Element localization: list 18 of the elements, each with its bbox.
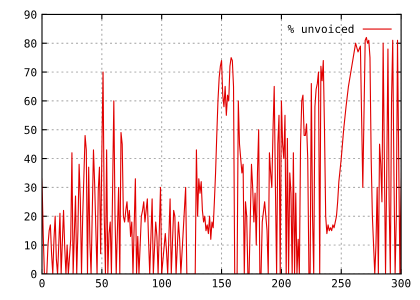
x-tick-label: 50 [96, 279, 108, 288]
y-tick-label: 50 [24, 126, 36, 134]
y-tick-label: 30 [24, 183, 36, 192]
y-tick-label: 90 [24, 10, 36, 19]
y-tick-label: 70 [24, 68, 36, 76]
y-tick-label: 10 [25, 241, 36, 250]
legend-label: % unvoiced [288, 24, 354, 34]
y-tick-label: 20 [24, 212, 36, 221]
x-tick-label: 0 [39, 279, 45, 288]
x-tick-label: 150 [212, 279, 231, 288]
x-tick-label: 250 [332, 279, 351, 288]
x-tick-label: 200 [272, 279, 291, 288]
x-tick-label: 100 [153, 279, 172, 288]
y-tick-label: 0 [31, 270, 36, 278]
y-tick-label: 40 [24, 154, 36, 163]
y-tick-label: 80 [24, 39, 36, 48]
x-tick-label: 300 [392, 279, 410, 288]
y-tick-label: 60 [24, 96, 36, 106]
